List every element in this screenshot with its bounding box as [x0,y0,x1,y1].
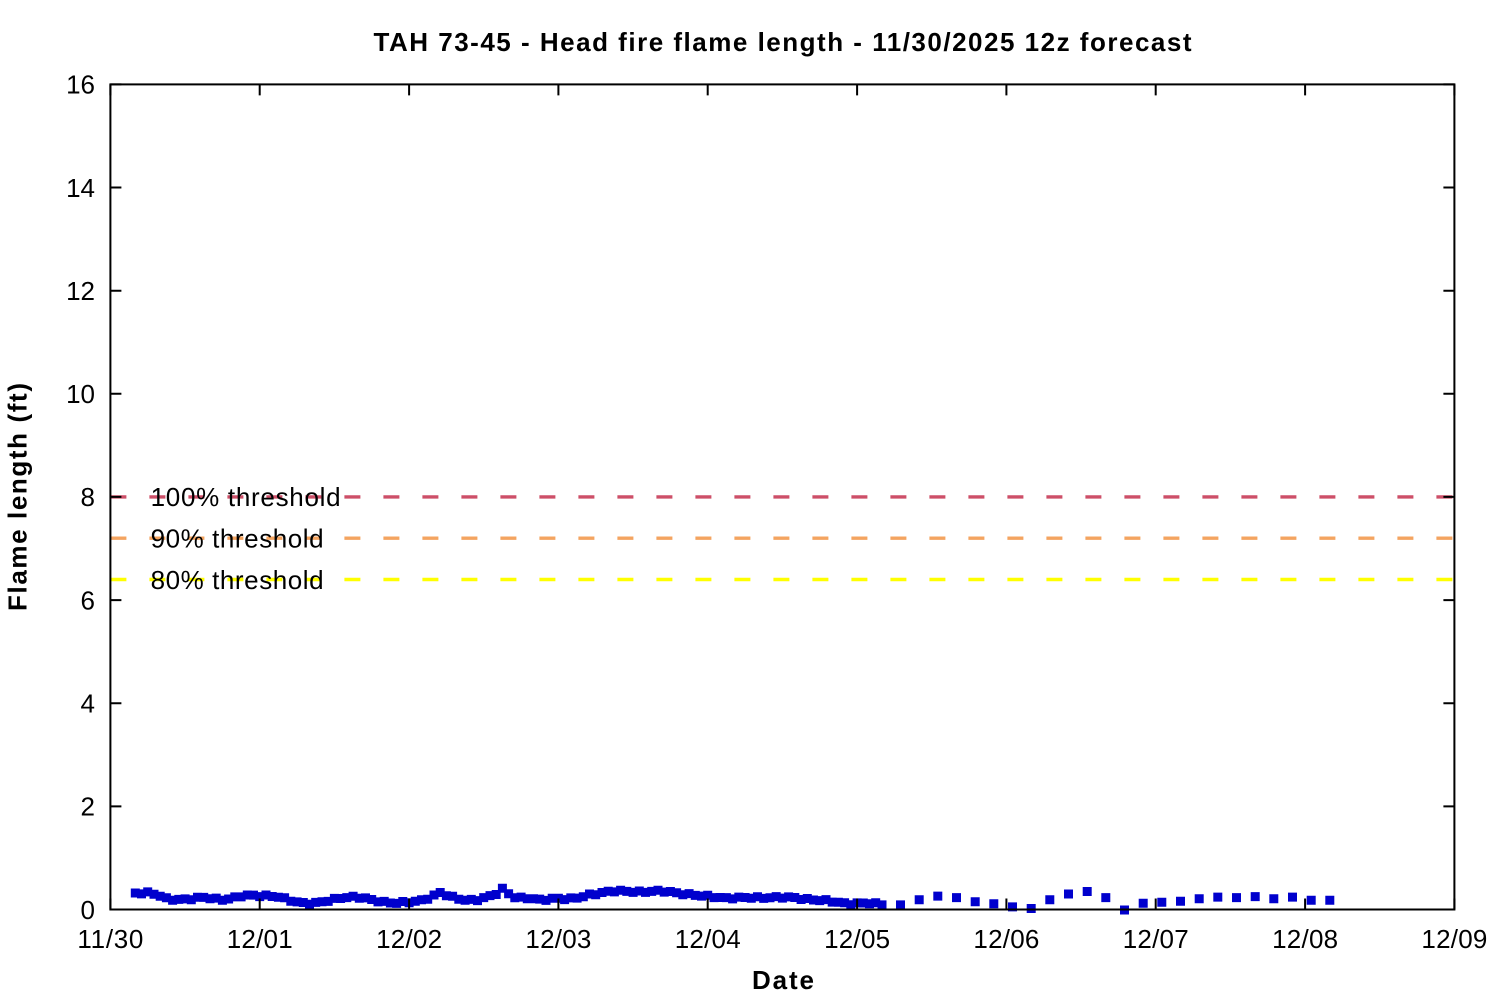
svg-text:12/05: 12/05 [824,924,890,954]
svg-text:12/07: 12/07 [1123,924,1189,954]
svg-text:14: 14 [66,173,95,203]
svg-text:2: 2 [81,792,95,822]
svg-text:90% threshold: 90% threshold [151,524,324,554]
svg-text:11/30: 11/30 [77,924,143,954]
svg-text:16: 16 [66,70,95,100]
svg-text:4: 4 [81,689,95,719]
svg-text:12/01: 12/01 [227,924,293,954]
svg-text:100% threshold: 100% threshold [151,482,341,512]
svg-text:12: 12 [66,276,95,306]
svg-text:12/02: 12/02 [376,924,442,954]
svg-text:12/08: 12/08 [1272,924,1338,954]
svg-text:Flame length (ft): Flame length (ft) [3,383,33,611]
svg-text:6: 6 [81,585,95,615]
svg-text:12/03: 12/03 [525,924,591,954]
svg-text:0: 0 [81,895,95,925]
svg-text:80% threshold: 80% threshold [151,565,324,595]
svg-text:Date: Date [752,965,814,995]
svg-text:TAH 73-45 - Head fire flame le: TAH 73-45 - Head fire flame length - 11/… [374,27,1192,57]
svg-text:12/09: 12/09 [1421,924,1487,954]
svg-text:12/04: 12/04 [675,924,741,954]
svg-text:12/06: 12/06 [973,924,1039,954]
svg-text:10: 10 [66,379,95,409]
svg-text:8: 8 [81,482,95,512]
